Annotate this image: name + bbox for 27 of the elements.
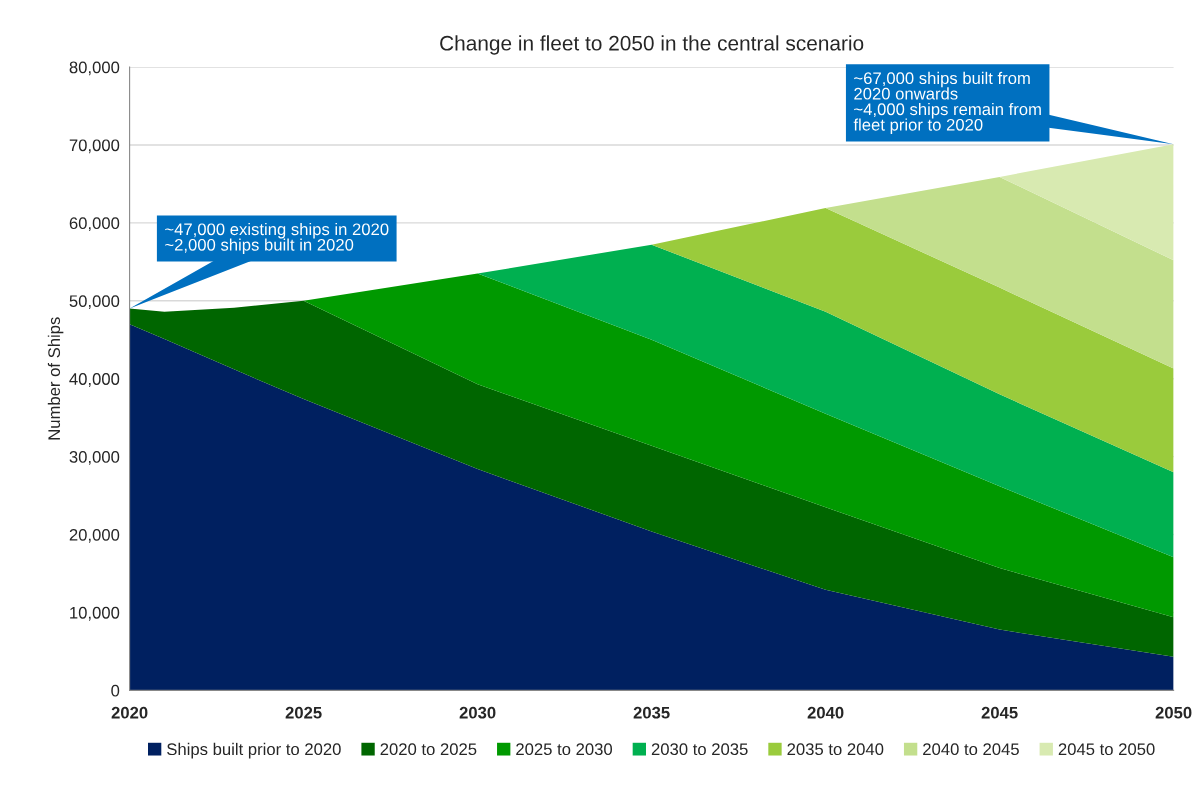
- y-tick-label: 70,000: [69, 139, 120, 154]
- y-axis-title: Number of Ships: [47, 317, 64, 440]
- y-tick-label: 20,000: [69, 528, 120, 543]
- y-tick-label: 30,000: [69, 451, 120, 465]
- y-tick-label: 10,000: [70, 606, 120, 621]
- legend-label: 2030 to 2035: [651, 743, 748, 756]
- x-tick-label: 2025: [285, 706, 322, 719]
- x-tick-label: 2035: [633, 706, 670, 719]
- x-tick-label: 2040: [807, 706, 844, 719]
- legend-label: 2040 to 2045: [923, 743, 1019, 756]
- legend-label: 2045 to 2050: [1058, 743, 1155, 756]
- legend-label: Ships built prior to 2020: [167, 742, 341, 759]
- legend-label: 2025 to 2030: [516, 743, 613, 756]
- y-tick-label: 80,000: [69, 61, 120, 76]
- y-tick-label: 50,000: [69, 295, 120, 309]
- chart-title: Change in fleet to 2050 in the central scenario: [440, 35, 864, 55]
- annotation: ~67,000 ships built from 2020 onwards ~4,000 ships remain from fleet prior to 2020: [853, 71, 1041, 134]
- legend-label: 2020 to 2025: [380, 743, 477, 756]
- legend-label: 2035 to 2040: [787, 743, 884, 756]
- y-tick-label: 60,000: [69, 217, 120, 232]
- y-tick-label: 40,000: [69, 373, 120, 387]
- y-tick-label: 0: [111, 684, 120, 697]
- annotation: ~47,000 existing ships in 2020 ~2,000 ships built in 2020: [165, 222, 389, 255]
- x-tick-label: 2045: [981, 706, 1018, 719]
- x-tick-label: 2020: [111, 706, 148, 719]
- x-tick-label: 2030: [459, 706, 496, 719]
- x-tick-label: 2050: [1155, 706, 1192, 719]
